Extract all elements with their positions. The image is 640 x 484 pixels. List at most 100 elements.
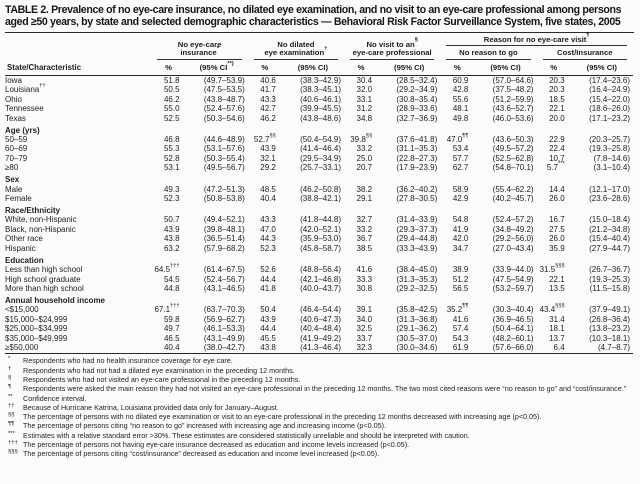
percent-value: 43.8 bbox=[247, 342, 282, 355]
ci-value: (52.4–57.6) bbox=[203, 104, 245, 114]
ci-value: (46.4–54.4) bbox=[300, 305, 342, 315]
percent-value: 35.9 bbox=[549, 243, 565, 253]
ci-value: (52.4–56.7) bbox=[203, 274, 245, 284]
ci-value: (52.5–62.8) bbox=[492, 153, 534, 163]
percent-value: 41.8 bbox=[260, 283, 276, 293]
footnote-text: Estimates with a relative standard error… bbox=[23, 430, 470, 440]
footnote-text: Confidence interval. bbox=[23, 393, 87, 403]
percent-value: 25.0 bbox=[356, 153, 373, 163]
ci-value: (49.7–53.9) bbox=[203, 76, 245, 85]
row-label: Male bbox=[5, 184, 23, 194]
percent-value: 55.6 bbox=[452, 94, 469, 104]
ci-value: (43.8–48.6) bbox=[300, 113, 342, 123]
percent-value: 13.5 bbox=[549, 283, 565, 293]
percent-value: 20.3 bbox=[549, 85, 565, 95]
percent-value: 44.8 bbox=[163, 283, 180, 293]
percent-value: 42.8 bbox=[452, 85, 469, 95]
ci-value: (43.6–52.7) bbox=[492, 104, 534, 114]
ci-header: (95% CI) bbox=[281, 60, 345, 76]
footnote: *** Estimates with a relative standard er… bbox=[5, 431, 634, 440]
ci-value: (32.7–36.9) bbox=[396, 113, 438, 123]
percent-value: 48.5 bbox=[260, 184, 276, 194]
table-row: More than high school 44.8 (43.1–46.5) 41.8… bbox=[5, 284, 633, 293]
table-row: 70–79 52.8 (50.3–55.4) 32.1 (29.5–34.9) 25.0 (… bbox=[5, 154, 633, 163]
ci-value: (23.6–28.6) bbox=[589, 194, 630, 204]
percent-value: 33.7 bbox=[356, 333, 373, 343]
percent-value: 42.7 bbox=[260, 104, 276, 114]
percent-value: 46.2 bbox=[163, 94, 180, 104]
footnote-marker: §§§ bbox=[8, 449, 18, 456]
footnote-marker: * bbox=[8, 356, 11, 363]
footnote: †† Because of Hurricane Katrina, Louisian… bbox=[5, 403, 634, 412]
row-label: Annual household income bbox=[5, 295, 106, 305]
table-row: <$15,000 67.1††† (63.7–70.3) 50.4 (46.4–54.4… bbox=[5, 303, 633, 315]
state-characteristic-header: State/Characteristic bbox=[5, 60, 152, 76]
percent-value: 27.5 bbox=[549, 224, 565, 234]
ci-value: (50.3–55.4) bbox=[203, 153, 245, 163]
table-row: Louisiana†† 50.5 (47.5–53.5) 41.7 (38.3–45.1… bbox=[5, 83, 633, 95]
percent-value: 34.8 bbox=[356, 113, 373, 123]
ci-value: (38.3–45.1) bbox=[300, 85, 342, 95]
ci-value: (44.6–48.9) bbox=[203, 135, 245, 145]
percent-value: 34.7 bbox=[452, 243, 469, 253]
percent-value: 22.9 bbox=[549, 135, 565, 145]
table-row: 60–69 55.3 (53.1–57.6) 43.9 (41.4–46.4) 33.2 (… bbox=[5, 144, 633, 153]
percent-value: 5.7*** bbox=[546, 160, 565, 173]
column-group-header-1: No dilated eye examination† bbox=[248, 33, 344, 60]
ci-value: (20.3–25.7) bbox=[589, 135, 630, 145]
percent-value: 33.2 bbox=[356, 144, 373, 154]
row-label: 60–69 bbox=[5, 144, 28, 154]
percent-value: 43.3 bbox=[260, 94, 276, 104]
ci-value: (47.5–53.5) bbox=[203, 85, 245, 95]
row-label: Education bbox=[5, 255, 44, 265]
ci-value: (17.9–23.9) bbox=[396, 163, 438, 173]
ci-value: (35.9–53.0) bbox=[300, 234, 342, 244]
ci-value: (35.8–42.5) bbox=[396, 305, 438, 315]
table-row: Iowa 51.8 (49.7–53.9) 40.6 (38.3–42.9) 30.4 (2… bbox=[5, 76, 633, 86]
percent-value: 60.9 bbox=[452, 76, 469, 85]
ci-value: (42.0–52.1) bbox=[300, 224, 342, 234]
percent-value: 43.8 bbox=[163, 234, 180, 244]
ci-value: (61.4–67.5) bbox=[203, 265, 245, 275]
table-row: High school graduate 54.5 (52.4–56.7) 44.4 (… bbox=[5, 275, 633, 284]
footnote: § Respondents who had not visited an eye-… bbox=[5, 375, 634, 384]
ci-value: (27.8–30.5) bbox=[396, 194, 438, 204]
percent-value: 49.3 bbox=[163, 184, 180, 194]
percent-value: 44.3 bbox=[260, 234, 276, 244]
ci-value: (22.8–27.3) bbox=[396, 153, 438, 163]
percent-value: 42.0 bbox=[452, 234, 469, 244]
percent-value: 55.0 bbox=[163, 104, 180, 114]
percent-value: 51.8 bbox=[163, 76, 180, 85]
percent-value: 33.1 bbox=[356, 94, 373, 104]
percent-value: 30.4 bbox=[356, 76, 373, 85]
ci-value: (50.4–64.1) bbox=[492, 324, 534, 334]
percent-header: % bbox=[344, 60, 379, 76]
ci-value: (37.6–41.8) bbox=[396, 135, 438, 145]
percent-value: 40.6 bbox=[260, 76, 276, 85]
percent-value: 49.8 bbox=[452, 113, 469, 123]
percent-value: 63.2 bbox=[163, 243, 180, 253]
ci-value: (46.2–50.8) bbox=[300, 184, 342, 194]
row-label: Female bbox=[5, 194, 32, 204]
footnote-text: The percentage of persons citing “no rea… bbox=[23, 421, 386, 431]
row-label: Iowa bbox=[5, 76, 22, 85]
footnote-marker: † bbox=[324, 46, 328, 53]
percent-value: 53.1 bbox=[163, 163, 180, 173]
footnote-text: The percentage of persons citing “cost/i… bbox=[23, 449, 380, 459]
table-row: Tennessee 55.0 (52.4–57.6) 42.7 (39.9–45.5) 3… bbox=[5, 104, 633, 113]
percent-value: 43.9 bbox=[260, 314, 276, 324]
row-label: 70–79 bbox=[5, 153, 28, 163]
ci-value: (48.2–60.1) bbox=[492, 333, 534, 343]
ci-value: (19.3–25.3) bbox=[589, 274, 630, 284]
percent-value: 32.7 bbox=[356, 215, 373, 225]
percent-value: 52.3 bbox=[260, 243, 276, 253]
percent-value: 30.8 bbox=[356, 283, 373, 293]
row-label: <$15,000 bbox=[5, 305, 39, 315]
ci-value: (29.2–32.5) bbox=[396, 283, 438, 293]
footnote-marker: *** bbox=[558, 160, 565, 167]
percent-value: 54.3 bbox=[452, 333, 469, 343]
prevalence-table: No eye-care insurance* No dilated eye exami… bbox=[5, 33, 633, 355]
footnote: ¶¶ The percentage of persons citing “no r… bbox=[5, 421, 634, 430]
ci-value: (43.8–48.7) bbox=[203, 94, 245, 104]
ci-value: (18.6–26.0) bbox=[589, 104, 630, 114]
